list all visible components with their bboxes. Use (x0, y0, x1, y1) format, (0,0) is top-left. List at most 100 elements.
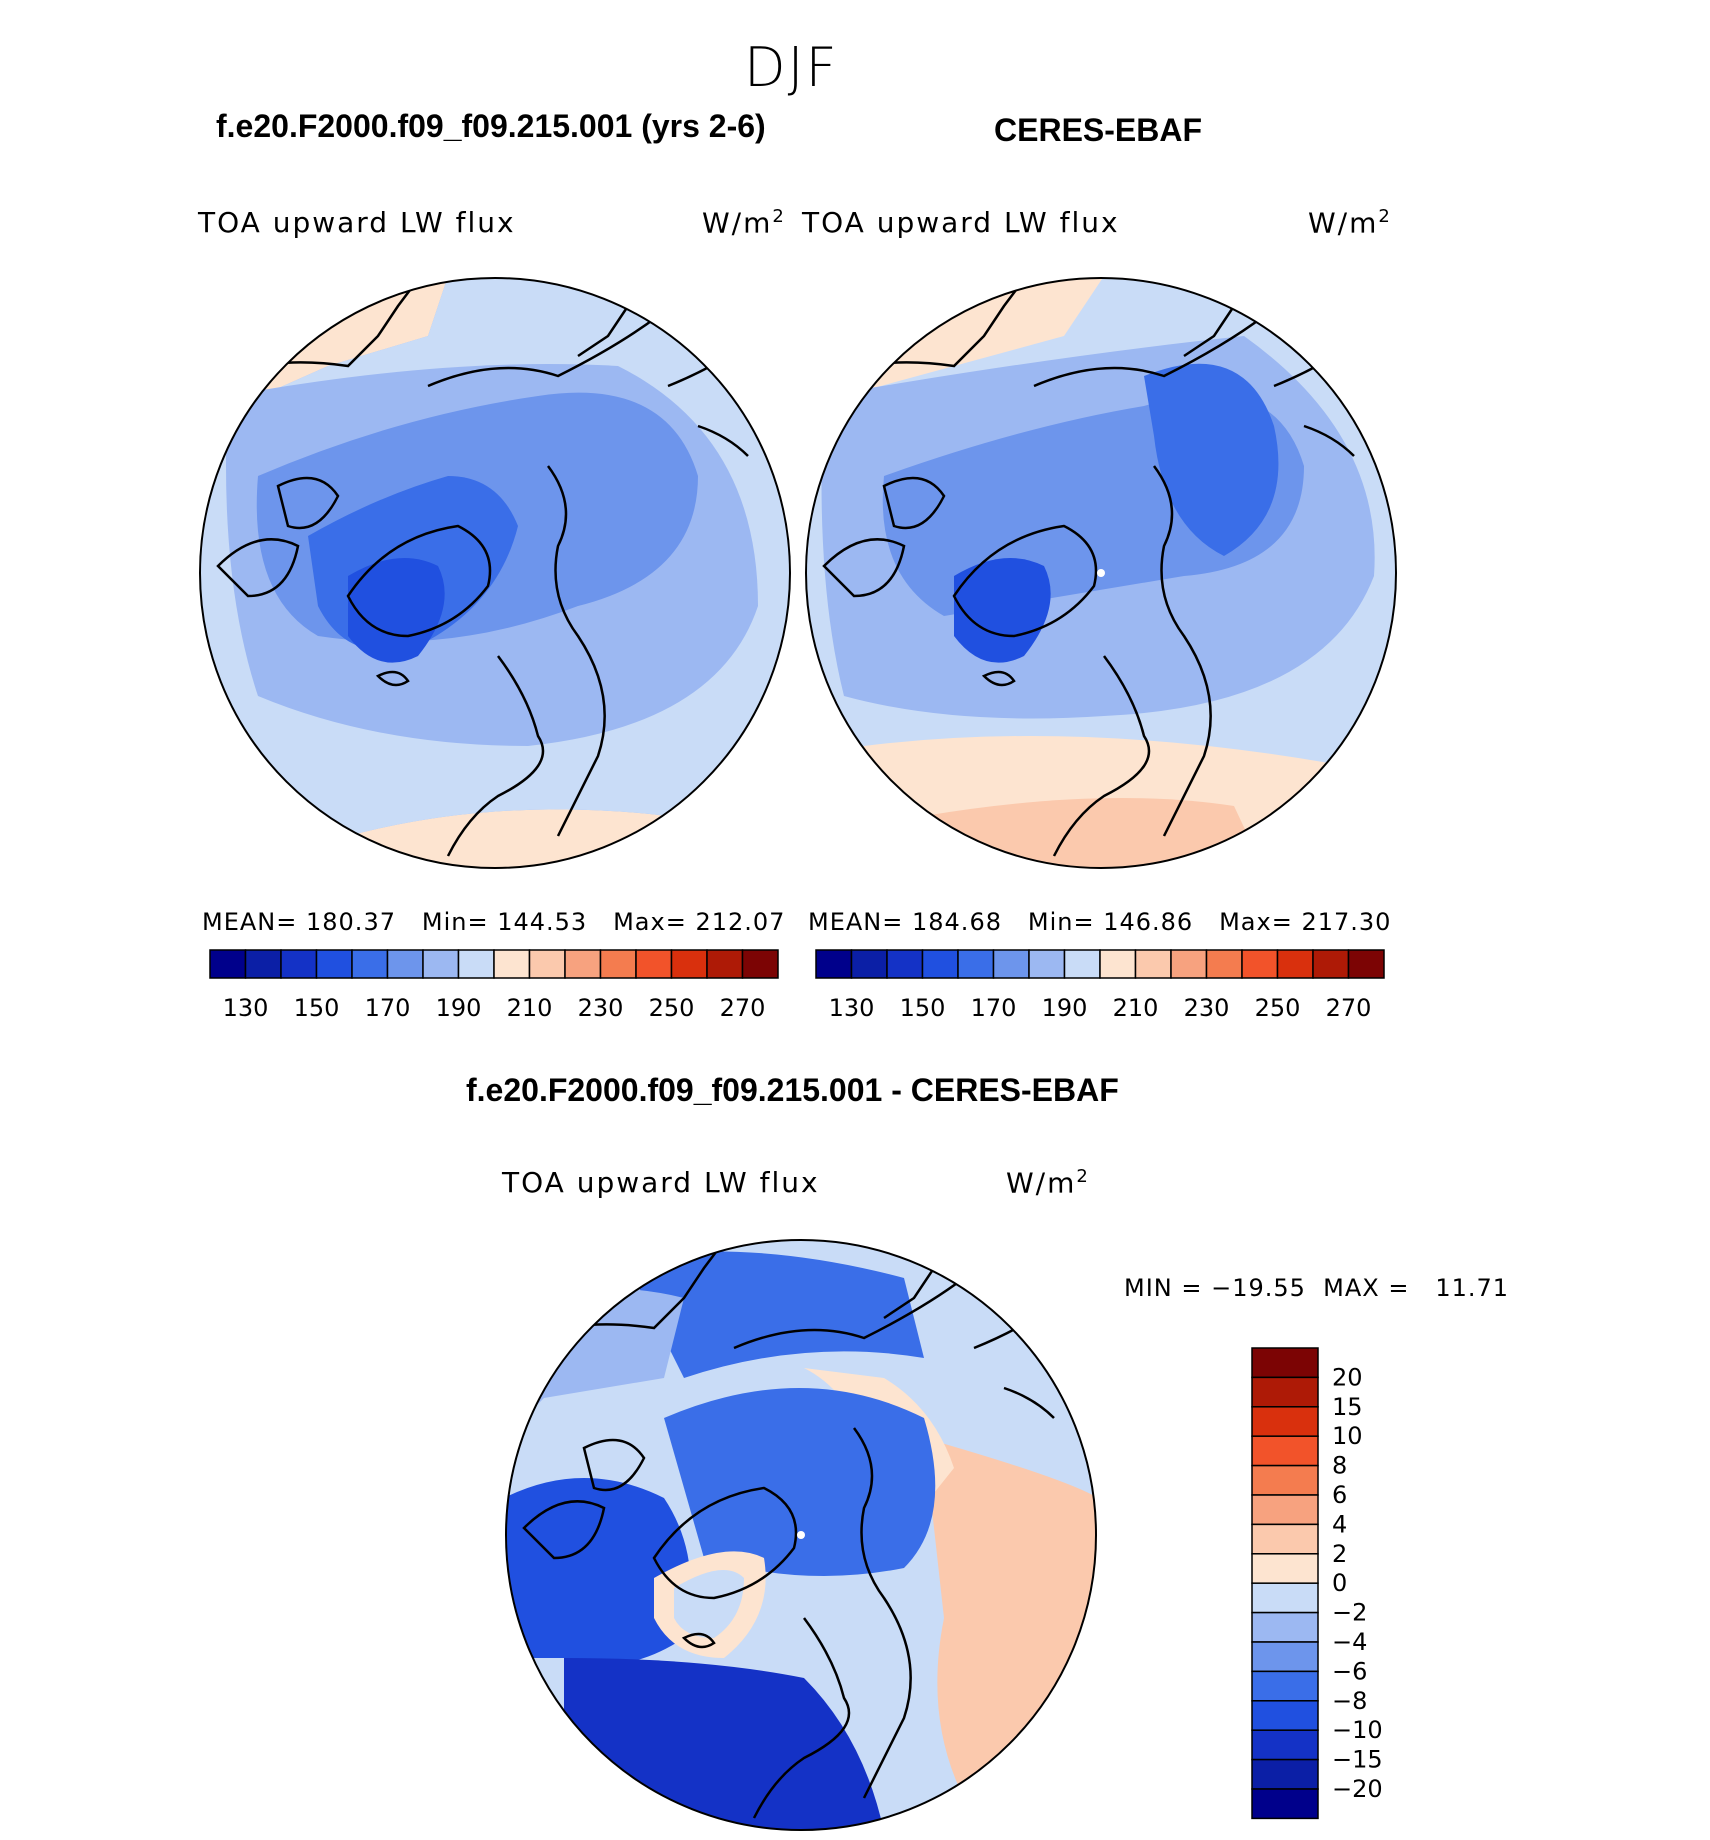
obs-min-value: 146.86 (1103, 908, 1194, 936)
colorbar-swatch (1251, 1758, 1319, 1790)
colorbar-tick-label: 130 (223, 994, 269, 1022)
model-units-label: W/m2 (702, 206, 786, 240)
colorbar-swatch (1251, 1729, 1319, 1761)
colorbar-swatch (670, 949, 708, 979)
colorbar-swatch (564, 949, 602, 979)
obs-mean-value: 184.68 (912, 908, 1002, 936)
colorbar-tick-label: 210 (1113, 994, 1159, 1022)
colorbar-swatch (921, 949, 959, 979)
colorbar-swatch (635, 949, 673, 979)
colorbar-tick-label: 150 (900, 994, 946, 1022)
model-field-greenland (348, 558, 445, 663)
colorbar-tick-label: −6 (1332, 1657, 1367, 1685)
diff-panel-title: f.e20.F2000.f09_f09.215.001 - CERES-EBAF (466, 1072, 1119, 1108)
colorbar-swatch (706, 949, 744, 979)
colorbar-tick-label: 0 (1332, 1569, 1347, 1597)
obs-variable-label: TOA upward LW flux (802, 206, 1120, 239)
colorbar-tick-label: 130 (829, 994, 875, 1022)
obs-colorbar: 130 150 170 190 210 230 250 270 (815, 949, 1385, 1022)
obs-field-greenland (954, 558, 1051, 663)
model-min-value: 144.53 (497, 908, 588, 936)
colorbar-tick-label: 230 (578, 994, 624, 1022)
colorbar-swatch (1251, 1435, 1319, 1467)
colorbar-swatch (422, 949, 460, 979)
colorbar-tick-label: −2 (1332, 1599, 1367, 1627)
colorbar-swatch (493, 949, 531, 979)
colorbar-tick-label: −8 (1332, 1687, 1367, 1715)
colorbar-swatch (244, 949, 282, 979)
colorbar-swatch (1205, 949, 1243, 979)
colorbar-swatch (1241, 949, 1279, 979)
colorbar-tick-label: 210 (507, 994, 553, 1022)
colorbar-swatch (1251, 1670, 1319, 1702)
colorbar-swatch (209, 949, 247, 979)
colorbar-tick-label: −10 (1332, 1716, 1383, 1744)
diff-field-warm-e (924, 1438, 1096, 1798)
colorbar-swatch (815, 949, 853, 979)
obs-max-value: 217.30 (1301, 908, 1392, 936)
model-polar-map (199, 277, 791, 869)
colorbar-swatch (1251, 1553, 1319, 1584)
colorbar-tick-label: 15 (1332, 1393, 1363, 1421)
model-colorbar: 130 150 170 190 210 230 250 270 (209, 949, 779, 1022)
colorbar-swatch (1099, 949, 1137, 979)
colorbar-swatch (1276, 949, 1314, 979)
colorbar-swatch (1251, 1464, 1319, 1496)
colorbar-swatch (1251, 1611, 1319, 1643)
model-field-warm-s (200, 809, 790, 868)
colorbar-tick-label: 270 (720, 994, 766, 1022)
colorbar-tick-label: 170 (971, 994, 1017, 1022)
diff-field-west (506, 1478, 691, 1665)
colorbar-swatch (1251, 1376, 1319, 1408)
colorbar-swatch (1170, 949, 1208, 979)
colorbar-tick-label: 6 (1332, 1481, 1347, 1509)
colorbar-swatch (599, 949, 637, 979)
colorbar-swatch (1347, 949, 1385, 979)
colorbar-swatch (528, 949, 566, 979)
obs-field-east (1144, 363, 1279, 556)
obs-panel-title: CERES-EBAF (994, 112, 1203, 148)
colorbar-swatch (886, 949, 924, 979)
colorbar-tick-label: 8 (1332, 1452, 1347, 1480)
colorbar-tick-label: 270 (1326, 994, 1372, 1022)
colorbar-tick-label: 170 (365, 994, 411, 1022)
colorbar-swatch (1028, 949, 1066, 979)
diff-variable-label: TOA upward LW flux (502, 1166, 820, 1199)
diff-field-greenland-inner (674, 1570, 744, 1638)
colorbar-swatch (957, 949, 995, 979)
colorbar-swatch (280, 949, 318, 979)
colorbar-tick-label: 230 (1184, 994, 1230, 1022)
model-max-value: 212.07 (695, 908, 786, 936)
colorbar-swatch (1251, 1788, 1319, 1820)
diff-polar-map (505, 1239, 1097, 1831)
model-mean-value: 180.37 (306, 908, 396, 936)
colorbar-swatch (741, 949, 779, 979)
obs-stats: MEAN= 184.68 Min= 146.86 Max= 217.30 (808, 908, 1392, 936)
colorbar-swatch (351, 949, 389, 979)
colorbar-swatch (1251, 1523, 1319, 1555)
colorbar-tick-label: −4 (1332, 1628, 1367, 1656)
colorbar-tick-label: 190 (1042, 994, 1088, 1022)
diff-minmax: MIN = −19.55 MAX = 11.71 (1124, 1274, 1510, 1302)
colorbar-tick-label: 4 (1332, 1510, 1347, 1538)
colorbar-swatch (992, 949, 1030, 979)
obs-units-label: W/m2 (1308, 206, 1392, 240)
colorbar-swatch (1251, 1700, 1319, 1731)
colorbar-tick-label: 190 (436, 994, 482, 1022)
colorbar-swatch (1134, 949, 1172, 979)
colorbar-tick-label: 20 (1332, 1363, 1363, 1391)
colorbar-tick-label: 150 (294, 994, 340, 1022)
colorbar-swatch (386, 949, 424, 979)
model-variable-label: TOA upward LW flux (198, 206, 516, 239)
colorbar-swatch (1251, 1641, 1319, 1673)
colorbar-swatch (457, 949, 495, 979)
colorbar-swatch (1063, 949, 1101, 979)
colorbar-swatch (1251, 1406, 1319, 1437)
colorbar-swatch (315, 949, 353, 979)
model-stats: MEAN= 180.37 Min= 144.53 Max= 212.07 (202, 908, 786, 936)
diff-pole-marker (797, 1531, 805, 1539)
diff-field-north (624, 1251, 924, 1378)
colorbar-tick-label: −20 (1332, 1775, 1383, 1803)
obs-pole-marker (1097, 569, 1105, 577)
